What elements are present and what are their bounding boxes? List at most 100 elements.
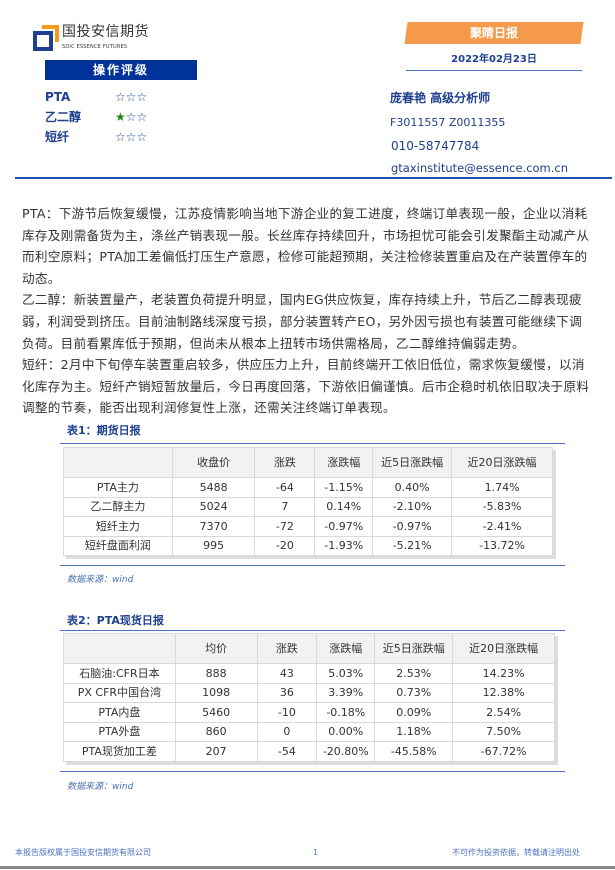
table-row: 石脑油:CFR日本 888 43 5.03% 2.53% 14.23% [63, 663, 555, 684]
paragraph-eg: 乙二醇：新装置量产，老装置负荷提升明显，国内EG供应恢复，库存持续上升，节后乙二… [22, 292, 583, 351]
rating-stars: ☆☆☆ [115, 90, 147, 105]
table-header-row: 收盘价 涨跌 涨跌幅 近5日涨跌幅 近20日涨跌幅 [63, 447, 553, 478]
rating-label: PTA [45, 90, 71, 104]
table-cell: -67.72% [452, 741, 555, 762]
rating-stars: ☆☆☆ [115, 130, 147, 145]
table1-source: 数据来源：wind [67, 575, 134, 585]
page-number: 1 [313, 848, 319, 857]
table-cell: 888 [174, 663, 258, 684]
table-cell: 7370 [171, 516, 256, 537]
table-row: PTA现货加工差 207 -54 -20.80% -45.58% -67.72% [63, 741, 555, 762]
column-header [63, 447, 173, 478]
table-cell: -13.72% [451, 535, 553, 556]
table-cell: -2.41% [451, 516, 553, 537]
column-header: 涨跌 [256, 633, 318, 664]
row-label: 短纤盘面利润 [63, 535, 173, 556]
star-empty-icon: ☆ [115, 90, 126, 104]
report-banner: 聚睛日报 [404, 22, 584, 44]
table-cell: -5.21% [372, 535, 453, 556]
rating-header: 操作评级 [45, 60, 197, 80]
table-row: 乙二醇主力 5024 7 0.14% -2.10% -5.83% [63, 496, 553, 517]
table-cell: 5024 [171, 496, 256, 517]
divider [60, 443, 565, 444]
report-date: 2022年02月23日 [451, 54, 537, 65]
table-cell: 1098 [174, 682, 258, 703]
star-empty-icon: ☆ [125, 90, 137, 104]
table-cell: 1.74% [451, 477, 553, 498]
table-row: 短纤主力 7370 -72 -0.97% -0.97% -2.41% [63, 516, 553, 537]
table-cell: -0.18% [316, 702, 376, 723]
table2-source: 数据来源：wind [67, 782, 134, 792]
logo-text: 国投安信期货 [62, 24, 149, 40]
star-empty-icon: ☆ [136, 90, 148, 104]
analyst-name: 庞春艳 高级分析师 [390, 91, 491, 105]
table-cell: -0.97% [314, 516, 374, 537]
rating-label: 短纤 [45, 130, 70, 144]
column-header: 涨跌幅 [314, 447, 374, 478]
column-header: 均价 [174, 633, 258, 664]
column-header: 近20日涨跌幅 [451, 447, 553, 478]
table-cell: 207 [174, 741, 258, 762]
logo-subtext: SDIC ESSENCE FUTURES [62, 44, 128, 50]
divider [60, 771, 565, 772]
column-header: 近5日涨跌幅 [374, 633, 454, 664]
table-row: 短纤盘面利润 995 -20 -1.93% -5.21% -13.72% [63, 535, 553, 556]
table-cell: -10 [256, 702, 318, 723]
row-label: 石脑油:CFR日本 [63, 663, 176, 684]
table-cell: -45.58% [374, 741, 454, 762]
table-cell: -20.80% [316, 741, 376, 762]
rating-label: 乙二醇 [45, 110, 82, 124]
row-label: PX CFR中国台湾 [63, 682, 176, 703]
table-cell: 0.00% [316, 721, 376, 742]
paragraph-pta: PTA：下游节后恢复缓慢，江苏疫情影响当地下游企业的复工进度，终端订单表现一般，… [22, 206, 590, 286]
commentary: PTA：下游节后恢复缓慢，江苏疫情影响当地下游企业的复工进度，终端订单表现一般，… [22, 203, 594, 419]
table-cell: 0.73% [374, 682, 454, 703]
star-empty-icon: ☆ [125, 110, 137, 124]
column-header: 近20日涨跌幅 [452, 633, 555, 664]
analyst-phone: 010-58747784 [391, 139, 480, 153]
table-cell: -20 [254, 535, 316, 556]
table-cell: 0.40% [372, 477, 453, 498]
table-cell: 5488 [171, 477, 256, 498]
table-row: PX CFR中国台湾 1098 36 3.39% 0.73% 12.38% [63, 682, 555, 703]
table-cell: -54 [256, 741, 318, 762]
analyst-codes: F3011557 Z0011355 [390, 116, 506, 129]
row-label: 乙二醇主力 [63, 496, 173, 517]
table-cell: -64 [254, 477, 316, 498]
table-cell: 0.14% [314, 496, 374, 517]
table-cell: 860 [174, 721, 258, 742]
logo-icon [33, 25, 59, 51]
table-cell: 14.23% [452, 663, 555, 684]
divider [60, 630, 565, 631]
table-cell: 5.03% [316, 663, 376, 684]
row-label: PTA外盘 [63, 721, 176, 742]
rating-stars: ★☆☆ [115, 110, 147, 125]
table-cell: -2.10% [372, 496, 453, 517]
column-header: 涨跌幅 [316, 633, 376, 664]
table-header-row: 均价 涨跌 涨跌幅 近5日涨跌幅 近20日涨跌幅 [63, 633, 555, 664]
table-cell: 2.54% [452, 702, 555, 723]
star-empty-icon: ☆ [115, 130, 126, 144]
table-row: PTA主力 5488 -64 -1.15% 0.40% 1.74% [63, 477, 553, 498]
table-cell: 12.38% [452, 682, 555, 703]
row-label: PTA现货加工差 [63, 741, 176, 762]
row-label: PTA内盘 [63, 702, 176, 723]
column-header: 收盘价 [171, 447, 256, 478]
row-label: 短纤主力 [63, 516, 173, 537]
star-empty-icon: ☆ [125, 130, 137, 144]
star-empty-icon: ☆ [136, 130, 148, 144]
table-row: PTA外盘 860 0 0.00% 1.18% 7.50% [63, 721, 555, 742]
star-filled-icon: ★ [115, 110, 126, 124]
table-cell: -0.97% [372, 516, 453, 537]
table-cell: 2.53% [374, 663, 454, 684]
table-cell: 7.50% [452, 721, 555, 742]
paragraph-psf: 短纤：2月中下旬停车装置重启较多，供应压力上升，目前终端开工依旧低位，需求恢复缓… [22, 357, 590, 416]
table-row: PTA内盘 5460 -10 -0.18% 0.09% 2.54% [63, 702, 555, 723]
divider [406, 70, 582, 71]
analyst-email[interactable]: gtaxinstitute@essence.com.cn [391, 161, 569, 175]
header-divider [15, 177, 612, 179]
table-cell: -5.83% [451, 496, 553, 517]
table-cell: -1.93% [314, 535, 374, 556]
divider [60, 565, 565, 566]
table-cell: 0.09% [374, 702, 454, 723]
